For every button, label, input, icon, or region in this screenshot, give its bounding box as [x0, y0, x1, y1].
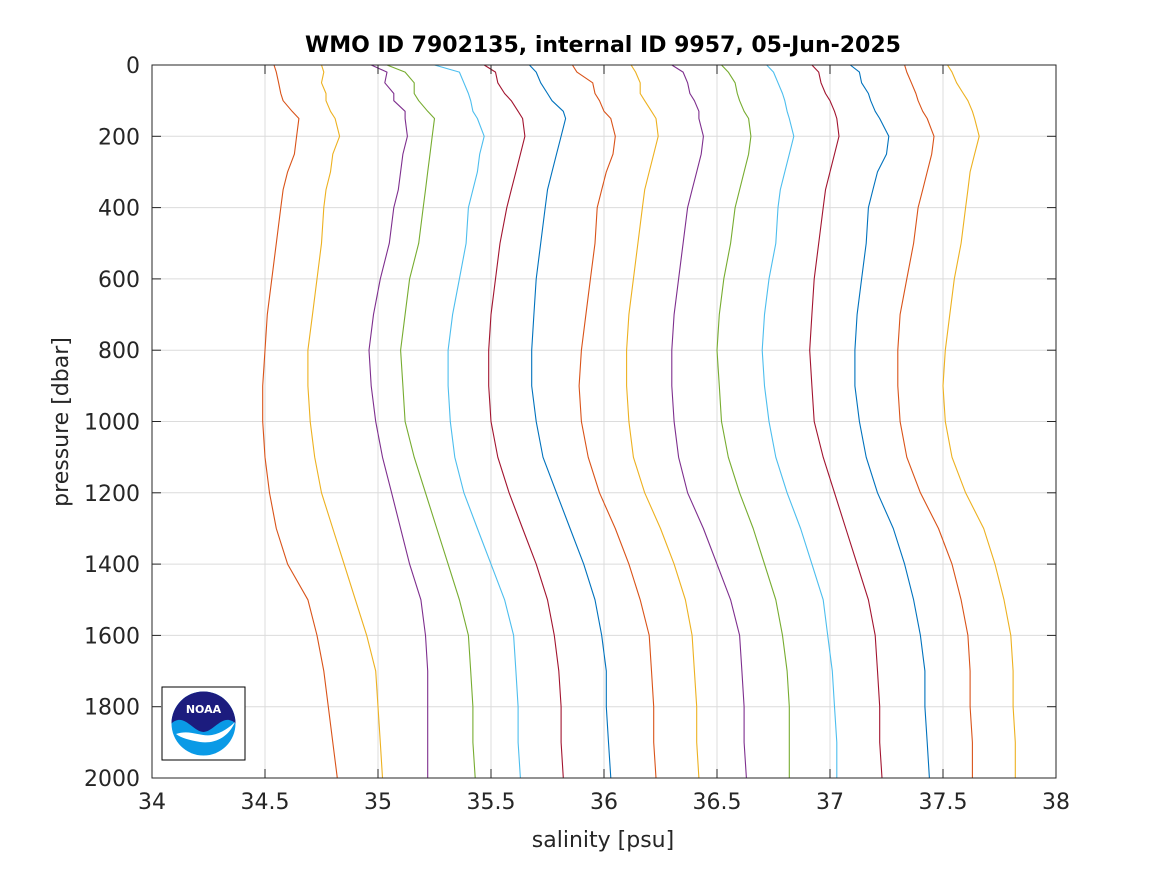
x-tick-label: 34.5	[241, 790, 290, 815]
x-tick-label: 35	[364, 790, 392, 815]
profile-line-8	[571, 64, 657, 779]
x-tick-label: 36	[590, 790, 618, 815]
y-tick-label: 800	[98, 339, 140, 364]
x-tick-label: 38	[1042, 790, 1070, 815]
y-tick-label: 1200	[84, 482, 140, 507]
noaa-logo-text: NOAA	[186, 703, 222, 716]
x-tick-label: 37	[816, 790, 844, 815]
profile-line-6	[483, 64, 564, 779]
x-tick-label: 37.5	[919, 790, 968, 815]
y-tick-label: 400	[98, 197, 140, 222]
axes: 34 34.5 35 35.5 36 36.5 37 37.5 38 0 200 400 600 800 1…	[84, 54, 1070, 815]
profile-line-10	[671, 64, 747, 779]
y-tick-label: 1600	[84, 624, 140, 649]
y-tick-label: 600	[98, 268, 140, 293]
profile-line-7	[529, 64, 612, 779]
profile-line-11	[716, 64, 790, 778]
y-tick-label: 1800	[84, 696, 140, 721]
x-tick-label: 36.5	[693, 790, 742, 815]
profile-line-16	[942, 64, 1016, 778]
y-axis-label: pressure [dbar]	[49, 337, 74, 507]
y-tick-label: 200	[98, 125, 140, 150]
chart-title: WMO ID 7902135, internal ID 9957, 05-Jun…	[305, 33, 901, 58]
profile-line-13	[809, 64, 883, 779]
y-tick-label: 1000	[84, 411, 140, 436]
y-tick-label: 1400	[84, 553, 140, 578]
profile-line-9	[626, 64, 700, 779]
profile-line-2	[307, 64, 384, 779]
y-tick-label: 0	[126, 54, 140, 79]
profile-line-4	[386, 64, 476, 779]
y-tick-label: 2000	[84, 767, 140, 792]
profile-line-12	[761, 64, 838, 778]
profile-line-5	[434, 64, 521, 779]
profile-line-15	[897, 64, 973, 778]
profile-line-3	[368, 64, 429, 778]
x-axis-label: salinity [psu]	[532, 828, 674, 853]
profile-line-14	[849, 64, 930, 779]
x-tick-label: 35.5	[467, 790, 516, 815]
series-lines	[262, 64, 1016, 779]
noaa-logo-icon: NOAA	[161, 686, 246, 761]
profile-line-1	[262, 64, 338, 779]
x-tick-label: 34	[138, 790, 166, 815]
